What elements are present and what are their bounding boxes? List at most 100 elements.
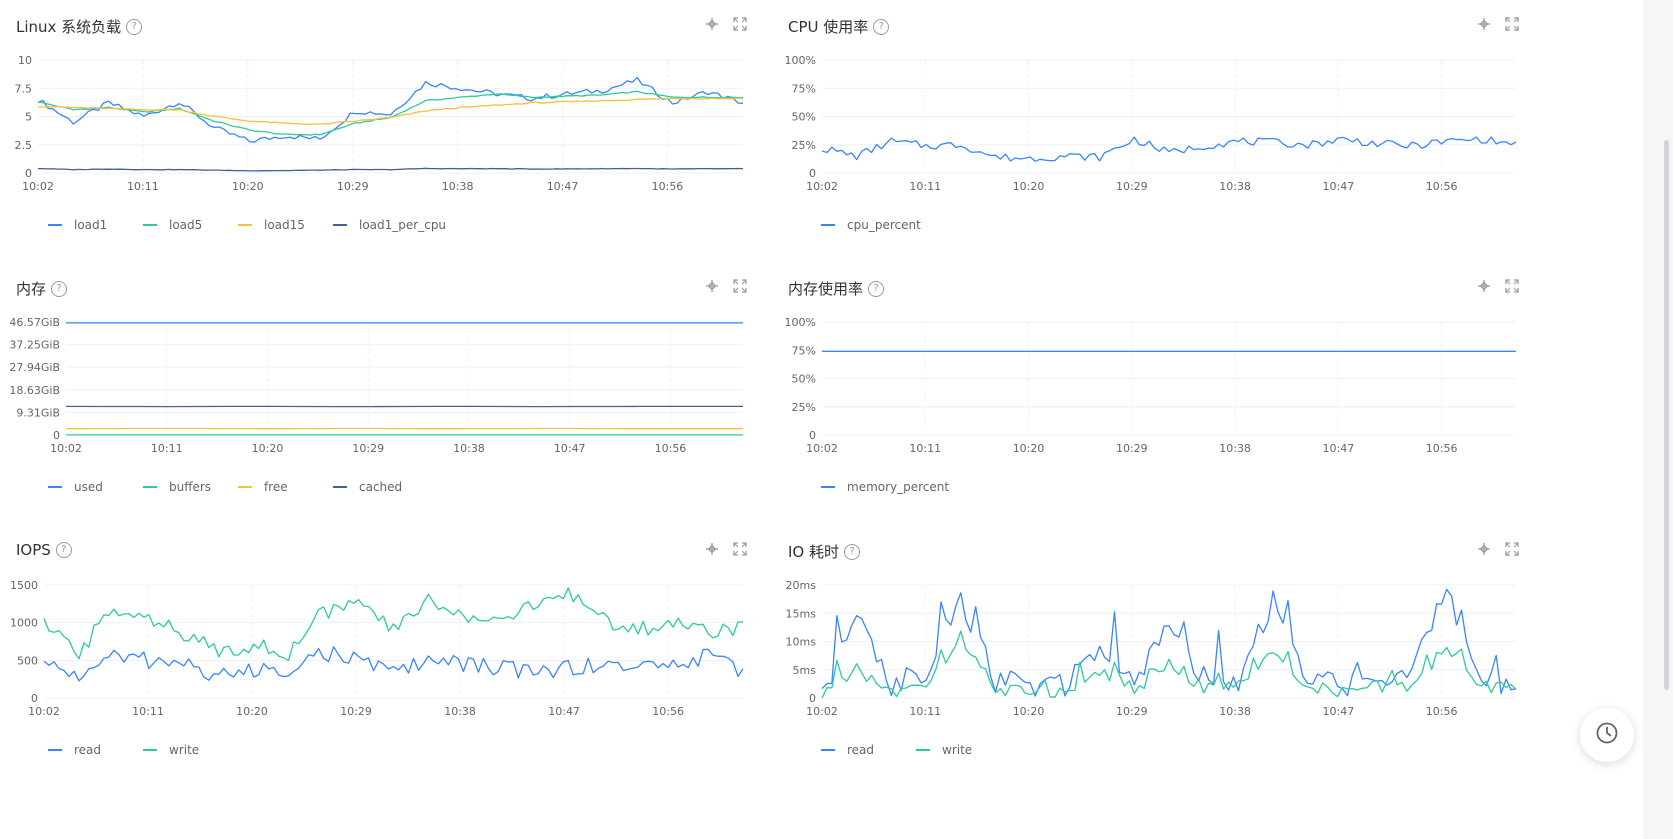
line-chart[interactable]: 10 7.5 5 2.5 010:02 10:11 10:20 10:29 10:38 10:47… (0, 50, 780, 200)
panel-title: 内存? (16, 278, 68, 299)
x-tick-label: 10:47 (547, 180, 579, 193)
fullscreen-icon[interactable] (732, 16, 748, 32)
series-line-read[interactable] (43, 646, 744, 682)
fullscreen-icon[interactable] (732, 278, 748, 294)
legend-item-cached[interactable]: cached (333, 480, 402, 494)
line-chart[interactable]: 20ms 15ms 10ms 5ms 010:02 10:11 10:20 10:29 10:3… (780, 575, 1560, 725)
y-tick-label: 27.94GiB (9, 361, 60, 374)
crosshair-icon[interactable] (704, 541, 720, 557)
x-tick-label: 10:47 (548, 705, 580, 718)
legend-item-cpu_percent[interactable]: cpu_percent (821, 218, 921, 232)
x-tick-label: 10:38 (1219, 442, 1251, 455)
y-tick-label: 1500 (10, 579, 38, 592)
panel-title: 内存使用率? (788, 278, 885, 299)
x-tick-label: 10:29 (352, 442, 384, 455)
y-tick-label: 9.31GiB (16, 406, 60, 419)
history-button[interactable] (1580, 708, 1634, 762)
x-tick-label: 10:29 (337, 180, 369, 193)
crosshair-icon[interactable] (1476, 278, 1492, 294)
legend-label: used (74, 480, 103, 494)
legend-swatch (48, 749, 62, 751)
fullscreen-icon[interactable] (1504, 16, 1520, 32)
x-tick-label: 10:20 (1013, 705, 1045, 718)
legend-item-write[interactable]: write (143, 743, 199, 757)
series-line-cpu_percent[interactable] (821, 136, 1517, 162)
fullscreen-icon[interactable] (1504, 278, 1520, 294)
x-tick-label: 10:20 (252, 442, 284, 455)
crosshair-icon[interactable] (1476, 541, 1492, 557)
fullscreen-icon[interactable] (732, 541, 748, 557)
series-line-read[interactable] (821, 588, 1517, 697)
series-line-write[interactable] (821, 630, 1517, 699)
y-tick-label: 50% (792, 373, 816, 386)
x-tick-label: 10:47 (1323, 442, 1355, 455)
chart-legend: read write (821, 743, 972, 757)
legend-swatch (48, 486, 62, 488)
question-circle-icon[interactable]: ? (55, 542, 72, 558)
crosshair-icon[interactable] (704, 16, 720, 32)
legend-label: write (942, 743, 973, 757)
x-tick-label: 10:11 (127, 180, 159, 193)
legend-label: cpu_percent (847, 218, 921, 232)
series-line-load1[interactable] (37, 76, 744, 143)
crosshair-icon[interactable] (1476, 16, 1492, 32)
x-tick-label: 10:02 (50, 442, 82, 455)
legend-item-load1_per_cpu[interactable]: load1_per_cpu (333, 218, 446, 232)
y-tick-label: 2.5 (15, 139, 33, 152)
legend-item-buffers[interactable]: buffers (143, 480, 238, 494)
chart-panel: IOPS? 1500 1000 500 0 10:02 10:11 10:20 10:29 10:… (0, 525, 780, 795)
legend-item-used[interactable]: used (48, 480, 143, 494)
legend-item-load5[interactable]: load5 (143, 218, 238, 232)
legend-swatch (916, 749, 930, 751)
legend-item-read[interactable]: read (821, 743, 916, 757)
legend-item-free[interactable]: free (238, 480, 333, 494)
line-chart[interactable]: 46.57GiB 37.25GiB 27.94GiB 18.63GiB 9.31GiB 0… (0, 312, 780, 462)
question-circle-icon[interactable]: ? (51, 280, 68, 297)
panel-tools (704, 278, 748, 294)
x-tick-label: 10:11 (132, 705, 164, 718)
scrollbar-thumb[interactable] (1664, 140, 1669, 690)
crosshair-icon[interactable] (704, 278, 720, 294)
chart-panel: 内存使用率? 100% 75% 50% 25% 0 10:02 10:11 10:20 10:29… (780, 262, 1560, 532)
series-line-load5[interactable] (37, 90, 743, 136)
legend-item-load15[interactable]: load15 (238, 218, 333, 232)
legend-item-memory_percent[interactable]: memory_percent (821, 480, 949, 494)
question-circle-icon[interactable]: ? (844, 543, 860, 560)
x-tick-label: 10:02 (28, 705, 60, 718)
line-chart[interactable]: 100% 75% 50% 25% 010:02 10:11 10:20 10:29 10:38 1… (780, 312, 1560, 462)
x-tick-label: 10:29 (1116, 180, 1148, 193)
x-tick-label: 10:56 (1426, 705, 1458, 718)
x-tick-label: 10:11 (909, 442, 941, 455)
y-tick-label: 37.25GiB (9, 339, 60, 352)
legend-item-write[interactable]: write (916, 743, 972, 757)
x-tick-label: 10:11 (909, 705, 941, 718)
fullscreen-icon[interactable] (1504, 541, 1520, 557)
line-chart[interactable]: 100% 75% 50% 25% 010:02 10:11 10:20 10:29 10:38 1… (780, 50, 1560, 200)
x-tick-label: 10:56 (655, 442, 687, 455)
series-line-load1_per_cpu[interactable] (37, 167, 744, 172)
y-tick-label: 10ms (786, 636, 817, 649)
y-tick-label: 20ms (786, 579, 817, 592)
legend-label: load15 (264, 218, 305, 232)
x-tick-label: 10:56 (652, 180, 684, 193)
x-tick-label: 10:02 (806, 180, 838, 193)
question-circle-icon[interactable]: ? (873, 18, 890, 35)
y-tick-label: 0 (31, 692, 38, 705)
legend-item-read[interactable]: read (48, 743, 143, 757)
chart-legend: used buffers free cached (48, 480, 402, 494)
y-tick-label: 15ms (786, 607, 817, 620)
series-line-write[interactable] (43, 587, 744, 662)
y-tick-label: 7.5 (15, 82, 33, 95)
question-circle-icon[interactable]: ? (868, 280, 885, 297)
chart-panel: CPU 使用率? 100% 75% 50% 25% 0 10:02 10:11 10:20 10:… (780, 0, 1560, 270)
chart-panel: IO 耗时? 20ms 15ms 10ms 5ms 0 10:02 10:11 10:20 10:… (780, 525, 1560, 795)
legend-label: cached (359, 480, 403, 494)
vertical-scrollbar[interactable] (1643, 0, 1673, 839)
question-circle-icon[interactable]: ? (126, 18, 143, 35)
x-tick-label: 10:38 (442, 180, 474, 193)
legend-item-load1[interactable]: load1 (48, 218, 143, 232)
line-chart[interactable]: 1500 1000 500 010:02 10:11 10:20 10:29 10:38 10:… (0, 575, 780, 725)
x-tick-label: 10:47 (1323, 180, 1355, 193)
x-tick-label: 10:02 (806, 442, 838, 455)
series-line-load15[interactable] (37, 97, 744, 125)
